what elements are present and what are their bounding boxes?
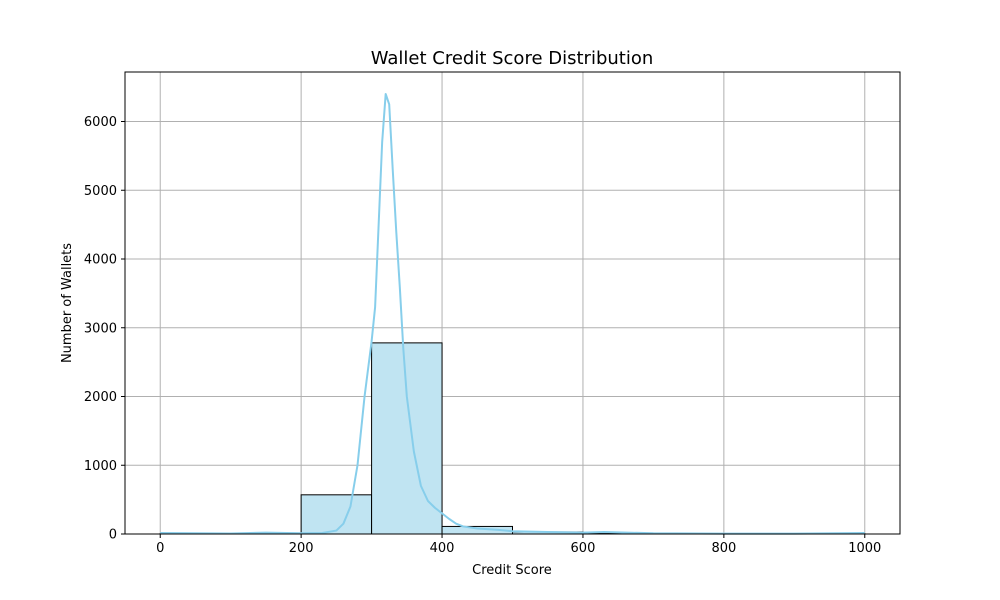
y-tick-label: 6000 bbox=[84, 115, 117, 130]
y-tick-label: 0 bbox=[109, 528, 117, 543]
grid-lines bbox=[125, 72, 900, 535]
x-tick-label: 200 bbox=[289, 541, 314, 556]
x-tick-label: 0 bbox=[156, 541, 164, 556]
axis-ticks: 0 200 400 600 800 1000 0 1000 2000 3000 4000 5000 60… bbox=[84, 115, 881, 556]
y-tick-label: 5000 bbox=[84, 184, 117, 199]
x-tick-label: 600 bbox=[571, 541, 596, 556]
x-tick-label: 1000 bbox=[848, 541, 881, 556]
x-tick-label: 400 bbox=[430, 541, 455, 556]
y-tick-label: 3000 bbox=[84, 321, 117, 336]
y-tick-label: 4000 bbox=[84, 253, 117, 268]
y-axis-label: Number of Wallets bbox=[60, 243, 75, 363]
y-tick-label: 1000 bbox=[84, 459, 117, 474]
histogram-bars bbox=[159, 342, 866, 535]
y-tick-label: 2000 bbox=[84, 390, 117, 405]
x-axis-label: Credit Score bbox=[472, 563, 552, 578]
histogram-bar bbox=[300, 494, 373, 535]
kde-curve-layer bbox=[160, 93, 865, 535]
plot-area-frame bbox=[124, 71, 901, 535]
x-tick-label: 800 bbox=[711, 541, 736, 556]
kde-curve bbox=[160, 93, 865, 535]
chart-title: Wallet Credit Score Distribution bbox=[371, 48, 654, 69]
